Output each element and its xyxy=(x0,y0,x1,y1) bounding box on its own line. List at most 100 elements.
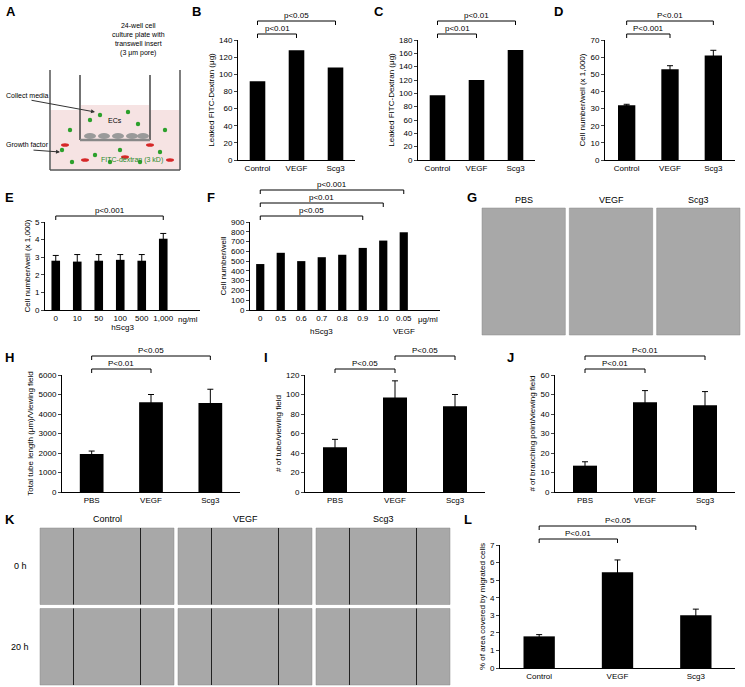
svg-text:P<0.01: P<0.01 xyxy=(565,529,591,538)
svg-text:0: 0 xyxy=(52,488,57,497)
svg-text:60: 60 xyxy=(290,429,299,438)
svg-text:6: 6 xyxy=(490,558,495,567)
svg-text:60: 60 xyxy=(540,371,549,380)
svg-text:20: 20 xyxy=(223,139,232,148)
svg-text:100: 100 xyxy=(114,314,128,323)
svg-text:0 h: 0 h xyxy=(14,561,27,571)
svg-text:0.05: 0.05 xyxy=(396,314,412,323)
svg-text:0.7: 0.7 xyxy=(316,314,328,323)
svg-text:30: 30 xyxy=(590,104,599,113)
svg-text:10: 10 xyxy=(540,468,549,477)
svg-text:# of branching point/viewing f: # of branching point/viewing field xyxy=(528,375,537,491)
svg-text:p<0.01: p<0.01 xyxy=(265,24,290,33)
svg-text:5: 5 xyxy=(490,576,495,585)
svg-text:VEGF: VEGF xyxy=(659,164,681,173)
svg-text:Control: Control xyxy=(245,164,271,173)
svg-text:2: 2 xyxy=(35,271,40,280)
svg-text:20: 20 xyxy=(403,142,412,151)
svg-text:P<0.001: P<0.001 xyxy=(633,24,664,33)
svg-text:1,000: 1,000 xyxy=(153,314,174,323)
svg-text:H: H xyxy=(5,350,14,365)
svg-text:20: 20 xyxy=(290,468,299,477)
svg-text:P<0.01: P<0.01 xyxy=(108,359,134,368)
svg-text:40: 40 xyxy=(403,129,412,138)
svg-text:120: 120 xyxy=(219,53,233,62)
svg-text:10: 10 xyxy=(590,139,599,148)
svg-text:40: 40 xyxy=(590,87,599,96)
svg-text:P<0.05: P<0.05 xyxy=(138,346,164,355)
svg-text:2: 2 xyxy=(490,629,495,638)
svg-text:VEGF: VEGF xyxy=(466,164,488,173)
svg-text:VEGF: VEGF xyxy=(599,195,624,205)
svg-text:30: 30 xyxy=(540,429,549,438)
svg-text:Scg3: Scg3 xyxy=(446,496,465,505)
svg-text:140: 140 xyxy=(399,62,413,71)
svg-text:3: 3 xyxy=(35,253,40,262)
svg-text:0: 0 xyxy=(228,156,233,165)
svg-text:Scg3: Scg3 xyxy=(687,672,706,681)
svg-text:VEGF: VEGF xyxy=(393,327,415,336)
svg-text:180: 180 xyxy=(399,36,413,45)
svg-text:0.9: 0.9 xyxy=(357,314,369,323)
svg-text:0: 0 xyxy=(295,488,300,497)
svg-text:VEGF: VEGF xyxy=(607,672,629,681)
svg-text:4: 4 xyxy=(490,594,495,603)
svg-text:PBS: PBS xyxy=(327,496,343,505)
svg-text:0: 0 xyxy=(408,156,413,165)
svg-text:J: J xyxy=(507,350,514,365)
svg-text:5000: 5000 xyxy=(39,390,57,399)
svg-text:1: 1 xyxy=(35,288,40,297)
svg-text:20 h: 20 h xyxy=(11,642,29,652)
svg-text:Cell number/well (x 1,000): Cell number/well (x 1,000) xyxy=(578,53,587,146)
svg-text:700: 700 xyxy=(231,237,245,246)
svg-text:VEGF: VEGF xyxy=(384,496,406,505)
svg-text:3: 3 xyxy=(490,611,495,620)
svg-text:0: 0 xyxy=(240,306,245,315)
svg-text:Leaked FITC-Dextran (μg): Leaked FITC-Dextran (μg) xyxy=(207,53,216,147)
svg-text:500: 500 xyxy=(135,314,149,323)
svg-text:0.6: 0.6 xyxy=(296,314,308,323)
svg-text:Cell number/well (x 1,000): Cell number/well (x 1,000) xyxy=(23,219,32,312)
svg-text:Leaked FITC-Dextran (μg): Leaked FITC-Dextran (μg) xyxy=(387,53,396,147)
svg-text:G: G xyxy=(467,190,477,205)
svg-text:p<0.001: p<0.001 xyxy=(317,180,347,189)
svg-text:5: 5 xyxy=(35,218,40,227)
svg-text:100: 100 xyxy=(219,70,233,79)
svg-text:VEGF: VEGF xyxy=(286,164,308,173)
svg-text:200: 200 xyxy=(231,286,245,295)
svg-text:P<0.05: P<0.05 xyxy=(412,346,438,355)
svg-text:PBS: PBS xyxy=(577,496,593,505)
svg-text:400: 400 xyxy=(231,267,245,276)
svg-text:p<0.01: p<0.01 xyxy=(445,24,470,33)
svg-text:Control: Control xyxy=(425,164,451,173)
svg-text:500: 500 xyxy=(231,257,245,266)
svg-text:C: C xyxy=(374,4,384,19)
svg-text:100: 100 xyxy=(286,390,300,399)
svg-text:p<0.001: p<0.001 xyxy=(95,206,125,215)
svg-text:μg/ml: μg/ml xyxy=(418,315,438,324)
svg-text:PBS: PBS xyxy=(515,195,533,205)
svg-text:% of area covered by migrated: % of area covered by migrated cells xyxy=(478,543,487,670)
svg-text:VEGF: VEGF xyxy=(140,496,162,505)
svg-text:ECs: ECs xyxy=(108,117,122,124)
svg-text:VEGF: VEGF xyxy=(233,514,258,524)
svg-text:Growth factor: Growth factor xyxy=(6,141,49,148)
svg-text:Scg3: Scg3 xyxy=(201,496,220,505)
svg-text:K: K xyxy=(5,512,15,527)
svg-text:1: 1 xyxy=(490,646,495,655)
svg-text:600: 600 xyxy=(231,247,245,256)
svg-text:P<0.05: P<0.05 xyxy=(352,359,378,368)
svg-text:P<0.01: P<0.01 xyxy=(602,359,628,368)
svg-text:P<0.01: P<0.01 xyxy=(632,346,658,355)
svg-text:70: 70 xyxy=(590,36,599,45)
svg-text:60: 60 xyxy=(590,53,599,62)
svg-text:4: 4 xyxy=(35,235,40,244)
svg-text:0: 0 xyxy=(35,306,40,315)
svg-text:Collect media: Collect media xyxy=(6,92,49,99)
svg-text:F: F xyxy=(207,190,215,205)
svg-text:40: 40 xyxy=(223,122,232,131)
svg-text:Scg3: Scg3 xyxy=(506,164,525,173)
svg-text:1000: 1000 xyxy=(39,468,57,477)
svg-text:120: 120 xyxy=(399,76,413,85)
svg-text:800: 800 xyxy=(231,228,245,237)
